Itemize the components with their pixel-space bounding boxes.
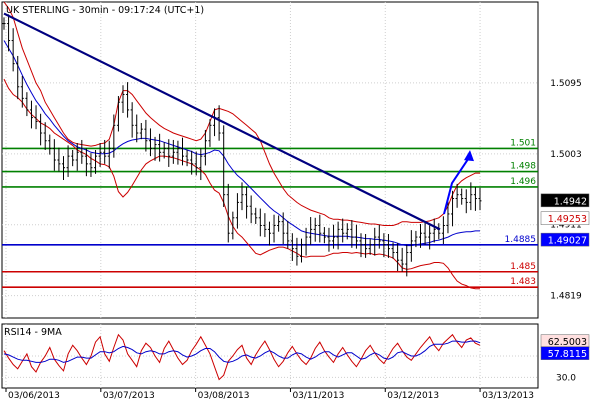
time-tick-label: 03/13/2013 bbox=[482, 391, 534, 400]
ma-line bbox=[3, 40, 480, 247]
time-tick-label: 03/06/2013 bbox=[8, 391, 60, 400]
rsi-title: RSI14 - 9MA bbox=[4, 327, 62, 338]
forecast-arrow-line bbox=[443, 155, 471, 215]
level-label: 1.485 bbox=[510, 262, 536, 272]
forecast-arrow bbox=[443, 150, 474, 215]
rsi-tag: 62.5003 bbox=[540, 334, 590, 348]
price-tag-box bbox=[540, 232, 590, 247]
price-tag: 1.49253 bbox=[540, 211, 590, 225]
lower-band bbox=[3, 78, 480, 290]
trendline bbox=[3, 12, 441, 231]
rsi-tag-box bbox=[540, 346, 590, 360]
price-tag: 1.49027 bbox=[540, 232, 590, 247]
price-tick-label: 1.5003 bbox=[550, 150, 582, 160]
upper-band bbox=[3, 1, 480, 226]
rsi-tick-label: 30.0 bbox=[556, 373, 576, 383]
price-tag-label: 1.49253 bbox=[548, 214, 587, 225]
price-tag-box bbox=[540, 193, 590, 208]
time-tick-label: 03/08/2013 bbox=[198, 391, 250, 400]
price-tick-label: 1.4819 bbox=[550, 292, 582, 302]
price-grid bbox=[2, 2, 538, 318]
price-tags: 1.4942 1.49253 1.49027 bbox=[540, 193, 590, 247]
level-label: 1.4885 bbox=[505, 235, 537, 245]
time-tick-label: 03/12/2013 bbox=[387, 391, 439, 400]
price-axis: 1.5095 1.5003 1.4911 1.4819 bbox=[550, 79, 582, 302]
price-tick-label: 1.5095 bbox=[550, 79, 582, 89]
price-bars bbox=[2, 14, 482, 277]
time-tick-label: 03/07/2013 bbox=[103, 391, 155, 400]
rsi-grid bbox=[2, 324, 538, 388]
moving-average bbox=[3, 40, 480, 247]
level-label: 1.498 bbox=[510, 162, 536, 172]
chart-title: UK STERLING - 30min - 09:17:24 (UTC+1) bbox=[6, 5, 204, 16]
level-label: 1.496 bbox=[510, 177, 536, 187]
rsi-line bbox=[3, 333, 481, 381]
rsi-tag: 57.8115 bbox=[540, 346, 590, 360]
price-tag: 1.4942 bbox=[540, 193, 590, 208]
time-tick-label: 03/11/2013 bbox=[292, 391, 344, 400]
price-panel bbox=[1, 1, 539, 319]
level-label: 1.501 bbox=[510, 138, 536, 148]
forecast-arrow-head bbox=[464, 150, 474, 162]
rsi-ma-line bbox=[3, 340, 481, 363]
level-label: 1.483 bbox=[510, 277, 536, 287]
price-tag-label: 1.4942 bbox=[554, 196, 587, 207]
rsi-tag-label: 62.5003 bbox=[548, 337, 587, 348]
price-tag-label: 1.49027 bbox=[548, 236, 587, 247]
time-axis: 03/06/2013 03/07/2013 03/08/2013 03/11/2013… bbox=[5, 388, 534, 400]
rsi-tag-label: 57.8115 bbox=[548, 349, 587, 360]
rsi-lines bbox=[3, 333, 481, 381]
price-tick-label: 1.4911 bbox=[550, 221, 582, 231]
support-resistance-levels: 1.501 1.498 1.496 1.4885 1.485 1.483 bbox=[2, 138, 538, 288]
bollinger-bands bbox=[3, 1, 480, 290]
price-tag-box bbox=[540, 211, 590, 225]
